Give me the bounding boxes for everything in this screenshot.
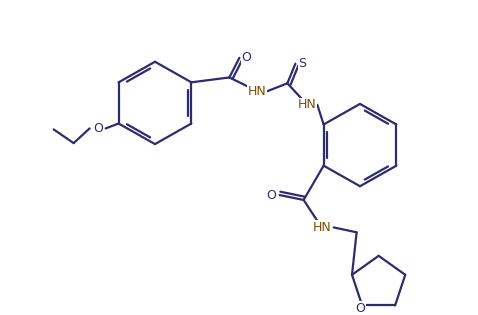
Text: O: O bbox=[241, 51, 251, 64]
Text: O: O bbox=[355, 302, 365, 315]
Text: O: O bbox=[267, 189, 277, 202]
Text: HN: HN bbox=[312, 221, 331, 234]
Text: HN: HN bbox=[248, 85, 267, 98]
Text: O: O bbox=[94, 122, 104, 135]
Text: HN: HN bbox=[298, 98, 317, 112]
Text: S: S bbox=[298, 57, 306, 70]
